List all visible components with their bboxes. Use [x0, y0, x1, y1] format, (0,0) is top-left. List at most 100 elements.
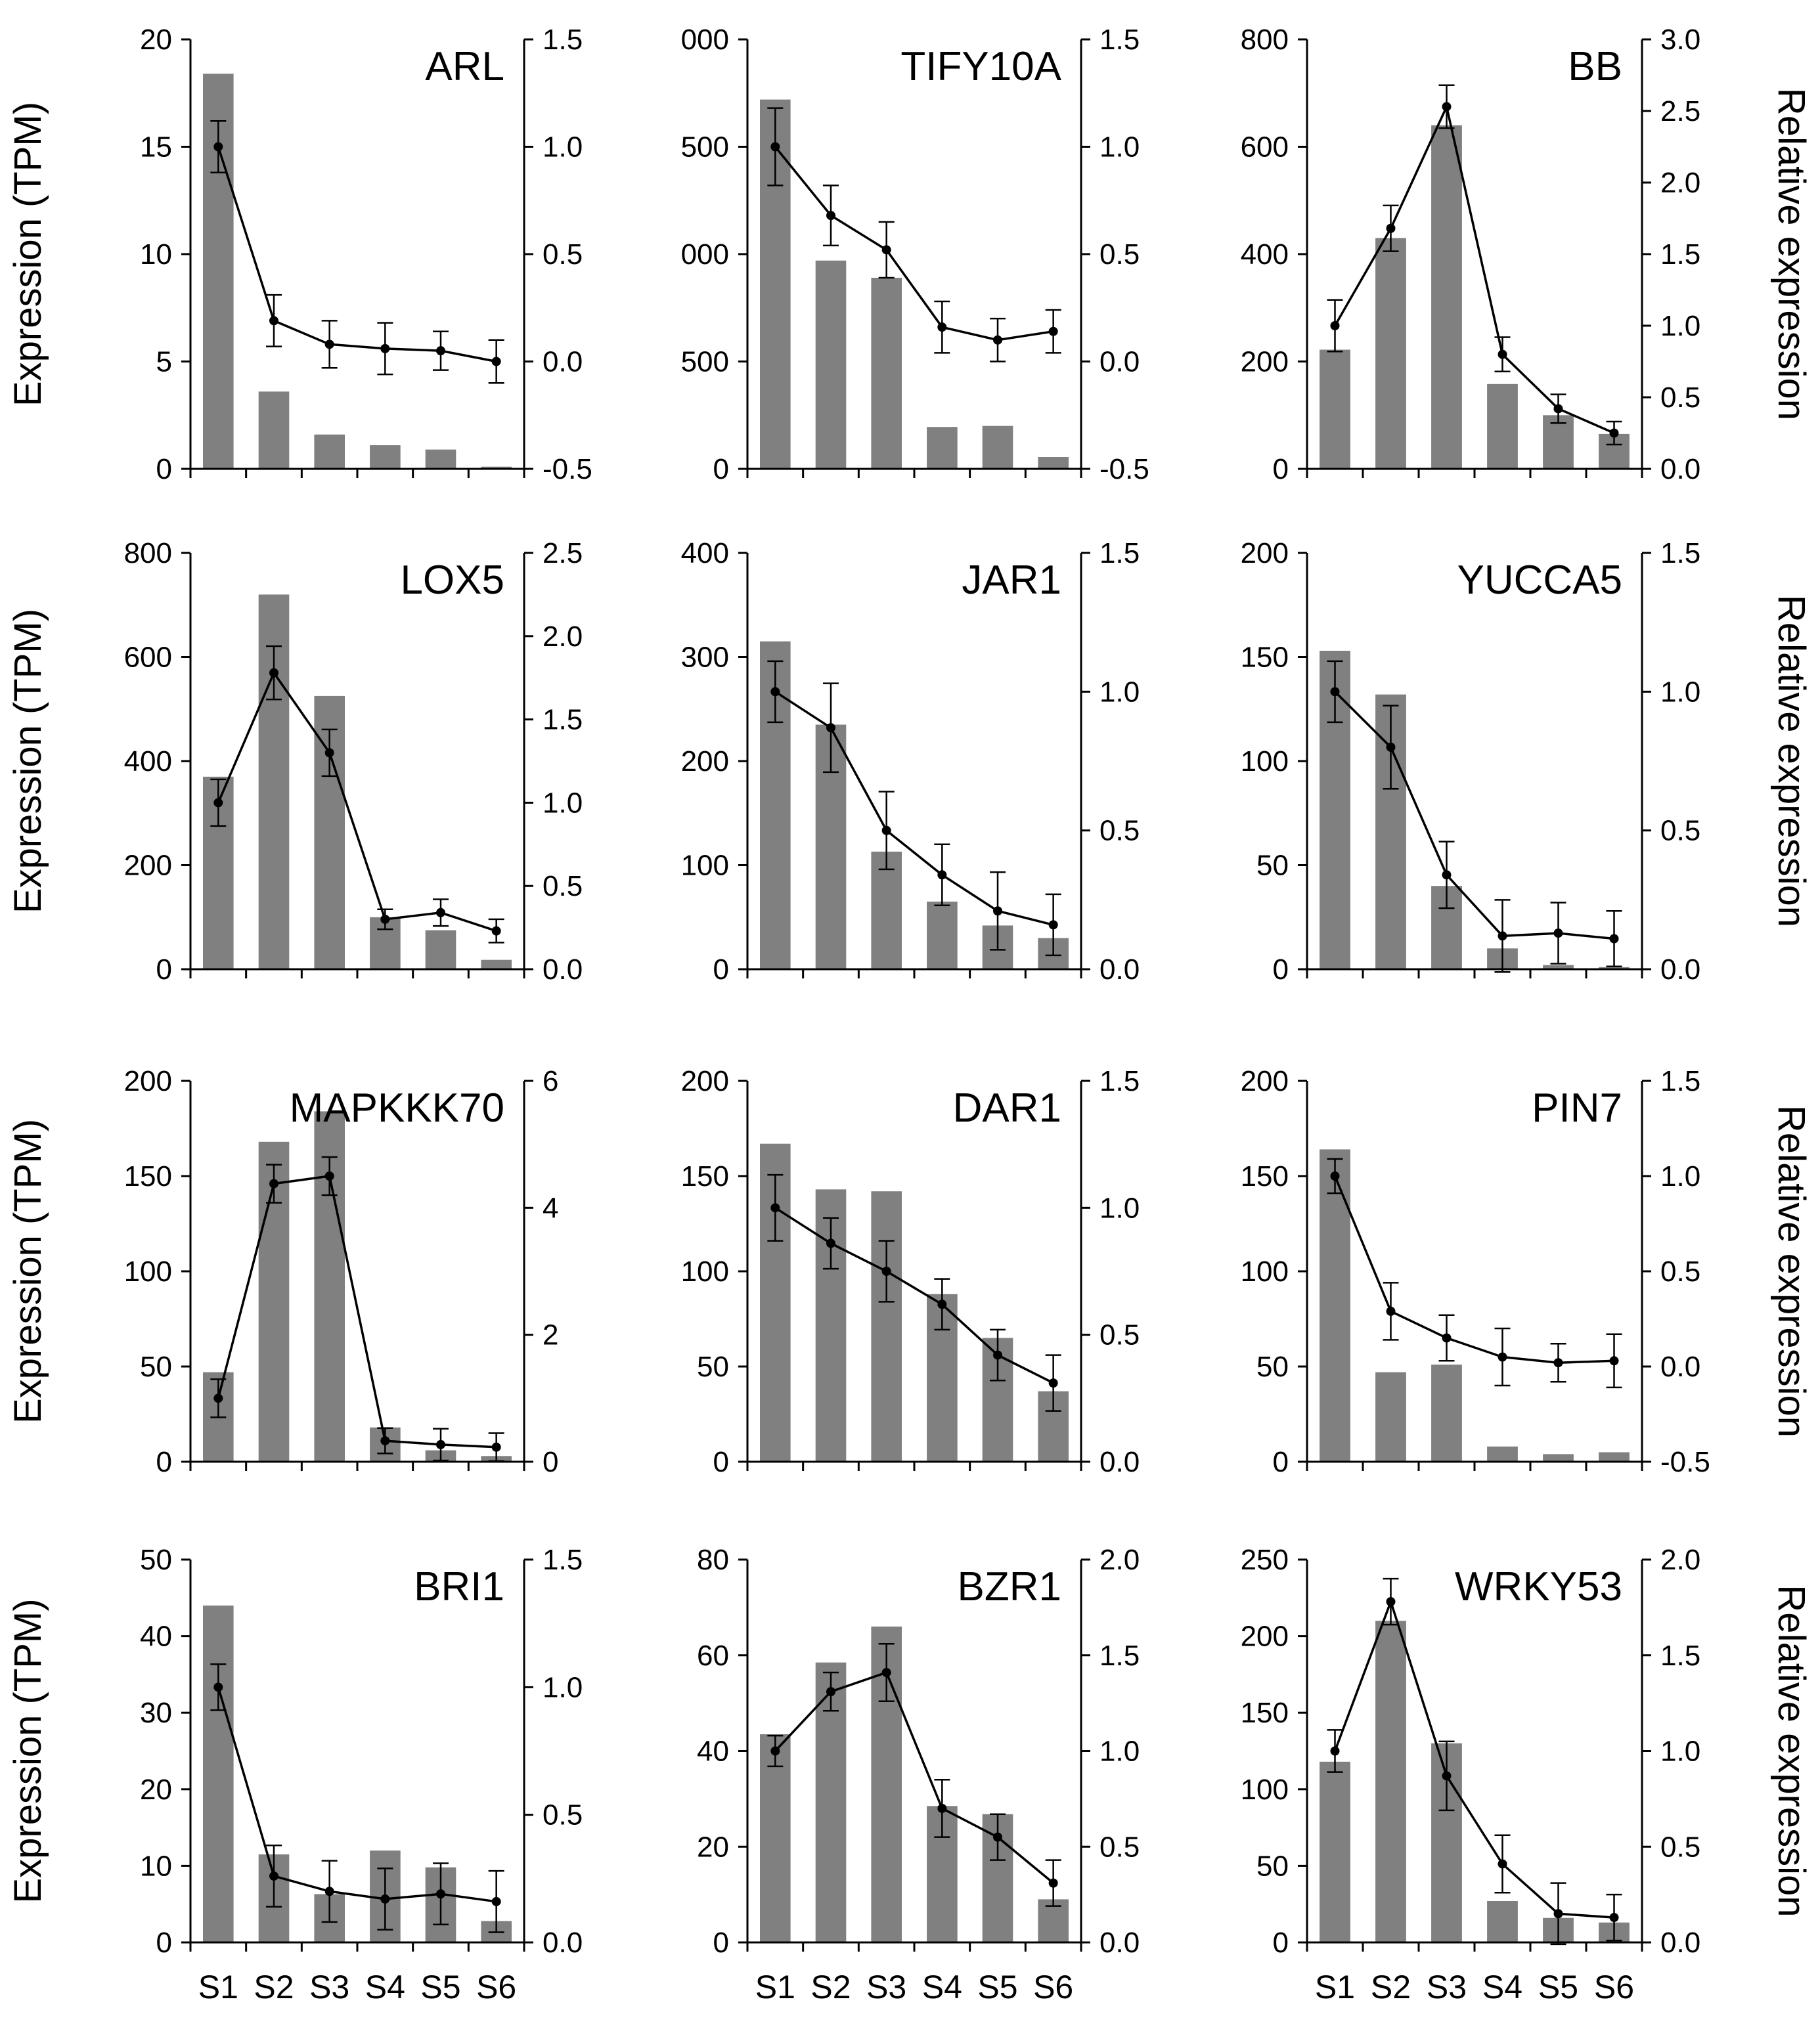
right-tick-label: 0.0	[1660, 453, 1700, 485]
data-point	[1609, 934, 1619, 944]
right-tick-label: 6	[543, 1065, 558, 1097]
right-tick-label: 2	[543, 1319, 558, 1351]
data-point	[1498, 931, 1507, 941]
chart-panel-bb: 0 200 400 600 800 0.0 0.5 1.0 1.5 2.0 2.5 3.0 BB Rela…	[1241, 24, 1813, 485]
data-point	[1330, 321, 1340, 330]
chart-panel-bri1: 0 10 20 30 40 50 0.0 0.5 1.0 1.5 S1 S2 S3 S4 S5 S6 BRI1 E…	[7, 1544, 583, 2005]
right-tick-label: 0.5	[543, 870, 583, 902]
data-point	[1553, 1909, 1563, 1919]
data-point	[770, 687, 780, 697]
bar-s1	[760, 1734, 791, 1942]
right-tick-label: 0.0	[543, 1927, 583, 1959]
left-tick-label: 60	[697, 1640, 729, 1672]
right-tick-label: 0.5	[543, 238, 583, 271]
right-tick-label: -0.5	[1099, 453, 1149, 485]
data-point	[881, 825, 891, 835]
left-tick-label: 200	[1241, 346, 1289, 378]
right-tick-label: 0.5	[1099, 815, 1140, 847]
data-point	[826, 723, 835, 733]
right-tick-label: 1.0	[1099, 1736, 1140, 1768]
left-tick-label: 0	[713, 1927, 729, 1959]
left-tick-label: 300	[681, 642, 729, 674]
bar-s5	[982, 426, 1013, 469]
x-tick-label: S3	[1427, 1969, 1467, 2005]
bar-s6	[1038, 457, 1069, 469]
left-axis-title: Expression (TPM)	[7, 609, 49, 913]
left-tick-label: 0	[156, 1446, 172, 1478]
data-point	[1498, 1859, 1507, 1869]
bar-s6	[481, 959, 512, 969]
data-point	[1048, 326, 1058, 336]
data-point	[1386, 1597, 1396, 1607]
left-tick-label: 800	[124, 537, 172, 569]
chart-panel-wrky53: 0 50 100 150 200 250 0.0 0.5 1.0 1.5 2.0 S1 S2 S3 S4 S5…	[1241, 1544, 1813, 2005]
gene-title: LOX5	[400, 558, 504, 603]
bar-s3	[314, 434, 345, 469]
left-tick-label: 50	[1256, 1351, 1289, 1383]
left-tick-label: 40	[697, 1736, 729, 1768]
data-point	[993, 1350, 1002, 1360]
right-tick-label: 2.5	[543, 537, 583, 569]
bar-s4	[1487, 1446, 1518, 1462]
right-tick-label: 1.5	[543, 704, 583, 736]
left-tick-label: 200	[124, 1065, 172, 1097]
right-tick-label: 1.0	[1660, 310, 1700, 342]
data-point	[1386, 1306, 1396, 1316]
relative-expression-line	[774, 146, 1054, 341]
left-tick-label: 50	[697, 1351, 729, 1383]
chart-panel-mapkkk70: 0 50 100 150 200 0 2 4 6 MAPKKK70 Expression (TPM)	[7, 1065, 558, 1478]
left-tick-label: 000	[681, 238, 729, 271]
left-tick-label: 400	[124, 745, 172, 777]
left-tick-label: 10	[140, 1850, 172, 1882]
chart-panel-lox5: 0 200 400 600 800 0.0 0.5 1.0 1.5 2.0 2.5 LOX5 Expre…	[7, 537, 583, 986]
right-tick-label: 2.0	[1099, 1544, 1140, 1576]
left-tick-label: 100	[681, 1256, 729, 1288]
bar-s5	[1543, 965, 1574, 969]
x-tick-label: S2	[1371, 1969, 1411, 2005]
gene-title: BRI1	[414, 1564, 504, 1609]
gene-title: PIN7	[1532, 1085, 1622, 1131]
right-tick-label: -0.5	[543, 453, 592, 485]
right-tick-label: 1.0	[543, 1671, 583, 1703]
left-tick-label: 20	[140, 1774, 172, 1806]
data-point	[380, 1894, 390, 1904]
data-point	[380, 1436, 390, 1446]
data-point	[213, 142, 223, 152]
relative-expression-line	[217, 670, 497, 932]
left-tick-label: 500	[681, 346, 729, 378]
left-tick-label: 250	[1241, 1544, 1289, 1576]
left-tick-label: 20	[140, 24, 172, 56]
bar-s3	[871, 851, 902, 969]
right-tick-label: 0.5	[1660, 815, 1700, 847]
x-tick-label: S4	[365, 1969, 405, 2005]
data-point	[324, 339, 334, 349]
right-tick-label: 0.5	[1660, 382, 1700, 414]
data-point	[1442, 1333, 1452, 1343]
data-point	[826, 1687, 835, 1697]
data-point	[1498, 1352, 1507, 1362]
data-point	[324, 1171, 334, 1181]
left-tick-label: 100	[681, 850, 729, 882]
chart-panel-tify10a: 0 500 000 500 000 -0.5 0.0 0.5 1.0 1.5 TIFY10A	[681, 24, 1149, 485]
data-point	[937, 1803, 947, 1813]
left-tick-label: 000	[681, 24, 729, 56]
data-point	[269, 1179, 278, 1189]
x-tick-label: S4	[922, 1969, 962, 2005]
gene-title: DAR1	[953, 1085, 1061, 1131]
bar-s6	[481, 466, 512, 469]
x-tick-label: S1	[1315, 1969, 1355, 2005]
bar-s6	[1599, 1452, 1630, 1462]
bar-s2	[1375, 238, 1406, 469]
left-tick-label: 50	[140, 1544, 172, 1576]
x-tick-label: S3	[309, 1969, 349, 2005]
data-point	[269, 316, 278, 326]
right-tick-label: 0.5	[1660, 1256, 1700, 1288]
x-tick-label: S6	[1033, 1969, 1073, 2005]
right-tick-label: 0.0	[1099, 953, 1140, 986]
left-tick-label: 0	[713, 953, 729, 986]
data-point	[491, 926, 501, 936]
bar-s4	[1487, 1901, 1518, 1942]
data-point	[1330, 1171, 1340, 1181]
x-tick-label: S5	[420, 1969, 460, 2005]
right-tick-label: 0.0	[1660, 1927, 1700, 1959]
